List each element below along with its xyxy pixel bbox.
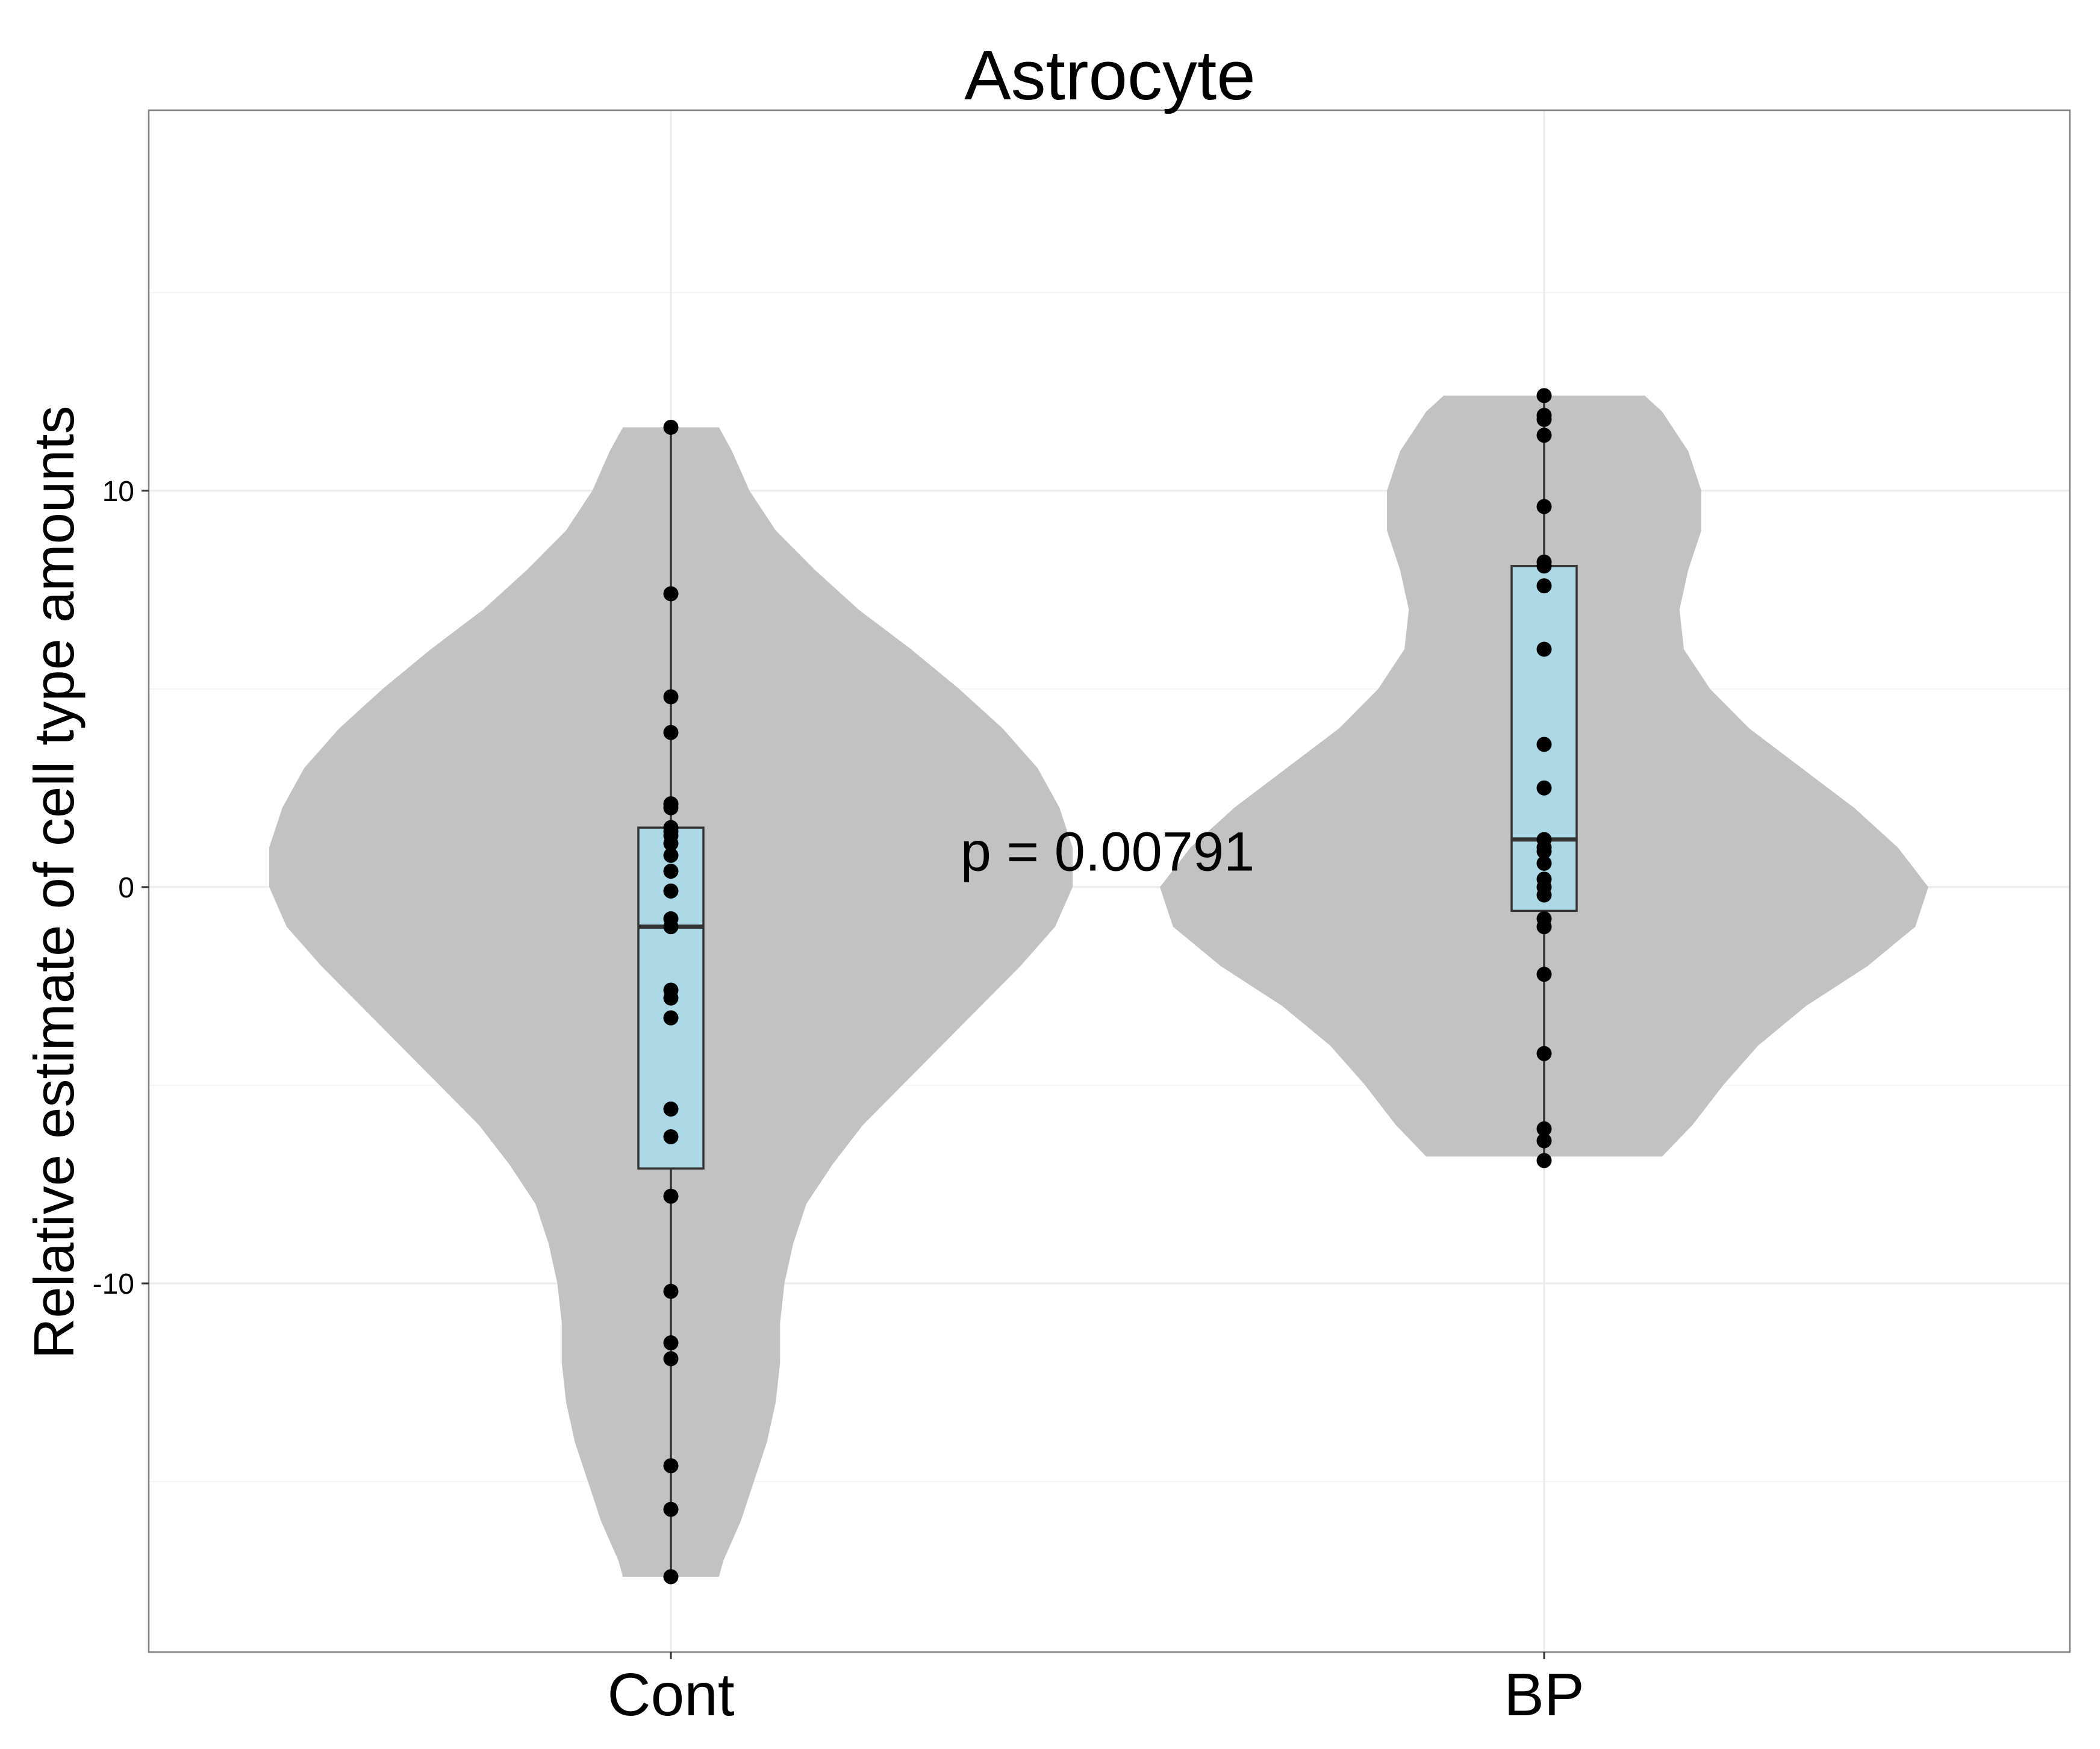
data-point-cont bbox=[663, 1283, 679, 1299]
data-point-cont bbox=[663, 1188, 679, 1204]
data-point-cont bbox=[663, 864, 679, 879]
data-point-cont bbox=[663, 1010, 679, 1026]
data-point-cont bbox=[663, 1101, 679, 1117]
data-point-bp bbox=[1536, 887, 1552, 903]
data-point-cont bbox=[663, 883, 679, 899]
y-axis-label: Relative estimate of cell type amounts bbox=[22, 405, 86, 1359]
data-point-bp bbox=[1536, 919, 1552, 935]
data-point-cont bbox=[663, 919, 679, 935]
data-point-cont bbox=[663, 1335, 679, 1351]
y-axis-tick-label: 0 bbox=[118, 872, 134, 904]
data-point-bp bbox=[1536, 844, 1552, 859]
chart-title: Astrocyte bbox=[964, 36, 1255, 114]
axes: -10 0 10 Cont BP bbox=[93, 476, 1584, 1729]
p-value-annotation: p = 0.00791 bbox=[961, 822, 1255, 883]
data-point-cont bbox=[663, 847, 679, 863]
data-point-bp bbox=[1536, 1153, 1552, 1168]
data-point-cont bbox=[663, 1129, 679, 1144]
data-point-bp bbox=[1536, 578, 1552, 594]
y-axis-tick-label: -10 bbox=[93, 1268, 134, 1300]
data-point-bp bbox=[1536, 558, 1552, 574]
data-point-bp bbox=[1536, 780, 1552, 796]
data-point-cont bbox=[663, 1351, 679, 1367]
x-axis-tick-label: Cont bbox=[607, 1661, 734, 1729]
data-point-bp bbox=[1536, 388, 1552, 404]
data-point-cont bbox=[663, 1501, 679, 1517]
data-point-bp bbox=[1536, 411, 1552, 427]
data-points bbox=[663, 388, 1552, 1585]
data-point-bp bbox=[1536, 1133, 1552, 1149]
data-point-bp bbox=[1536, 967, 1552, 982]
data-point-cont bbox=[663, 1569, 679, 1585]
data-point-bp bbox=[1536, 428, 1552, 443]
data-point-bp bbox=[1536, 855, 1552, 871]
data-point-bp bbox=[1536, 1046, 1552, 1061]
data-point-bp bbox=[1536, 499, 1552, 514]
data-point-bp bbox=[1536, 1121, 1552, 1136]
data-point-bp bbox=[1536, 641, 1552, 657]
data-point-cont bbox=[663, 419, 679, 435]
data-point-cont bbox=[663, 835, 679, 851]
data-point-cont bbox=[663, 800, 679, 815]
data-point-cont bbox=[663, 725, 679, 740]
y-axis-tick-label: 10 bbox=[102, 476, 134, 508]
data-point-bp bbox=[1536, 737, 1552, 752]
data-point-cont bbox=[663, 990, 679, 1006]
data-point-cont bbox=[663, 1458, 679, 1474]
x-axis-tick-label: BP bbox=[1504, 1661, 1584, 1729]
data-point-cont bbox=[663, 586, 679, 602]
panel-border bbox=[148, 109, 2071, 1653]
data-point-cont bbox=[663, 689, 679, 705]
